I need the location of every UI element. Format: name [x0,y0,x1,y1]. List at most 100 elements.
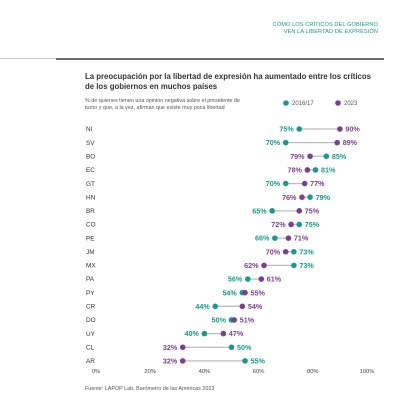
category-label: EC [86,167,95,174]
value-label-b: 89% [343,138,358,147]
dot-series-b [296,208,303,214]
legend-label-1: 2023 [344,101,358,107]
legend-marker-1 [335,100,341,106]
row-pe: PE 66% 71% [86,234,309,243]
category-label: CR [86,304,96,311]
dot-series-a [291,262,297,269]
value-label-b: 79% [290,152,305,161]
category-label: MX [86,263,96,270]
value-label-b: 78% [287,166,302,175]
category-label: DO [86,317,96,324]
row-bo: BO 79% 85% [86,152,347,161]
x-tick-label: 40% [199,369,211,375]
dot-series-a [282,180,289,187]
category-label: UY [86,331,96,338]
value-label-b: 71% [294,234,309,243]
category-label: PY [86,290,95,297]
header-line-2: VEN LA LIBERTAD DE EXPRESIÓN [283,29,378,35]
row-ar: AR 32% 55% [86,356,266,365]
dot-series-b [179,344,186,351]
row-cl: CL 32% 50% [86,343,252,352]
value-label-a: 79% [316,193,331,202]
x-tick-label: 80% [307,369,319,375]
value-label-a: 65% [252,206,267,215]
value-label-a: 54% [222,288,237,297]
value-label-a: 50% [212,316,227,325]
category-label: AR [86,358,95,365]
value-label-a: 56% [228,275,243,284]
value-label-a: 73% [299,247,314,256]
value-label-b: 47% [229,329,244,338]
value-label-a: 73% [299,261,314,270]
row-jm: JM 70% 73% [86,247,314,256]
row-cr: CR 44% 54% [86,302,263,311]
chart-subtitle: % de quienes tienen una opinión negativa… [85,98,240,111]
dot-series-a [201,330,208,337]
category-label: SV [86,140,95,147]
dot-series-a [228,344,235,351]
value-label-a: 66% [255,234,270,243]
legend-marker-0 [283,100,289,106]
legend-label-0: 2016/17 [292,101,314,107]
row-br: BR 65% 75% [86,206,320,215]
value-label-b: 75% [305,206,320,215]
value-label-b: 51% [240,316,255,325]
row-ec: EC 78% 81% [86,166,336,175]
dot-series-b [334,139,340,146]
dot-series-b [282,248,289,255]
value-label-b: 72% [271,220,286,229]
row-co: CO 72% 75% [86,220,320,229]
dot-series-b [285,235,292,241]
dot-series-b [288,221,294,228]
value-label-a: 85% [332,152,347,161]
x-tick-label: 100% [360,369,375,375]
row-gt: GT 70% 77% [86,179,325,188]
dot-series-a [212,303,219,310]
dot-series-b [179,358,186,364]
dot-series-a [282,139,289,146]
value-label-a: 50% [237,343,252,352]
value-label-b: 77% [310,179,325,188]
header-rule-light [0,58,56,59]
header-rule-dark [56,57,384,60]
report-section-header: CÓMO LOS CRÍTICOS DEL GOBIERNO VEN LA LI… [208,22,378,36]
x-tick-label: 20% [144,369,156,375]
dot-series-a [296,221,303,228]
row-sv: SV 70% 89% [86,138,358,147]
dot-series-a [323,153,330,160]
row-ni: NI 75% 90% [86,125,360,134]
row-uy: UY 40% 47% [86,329,244,338]
value-label-a: 75% [305,220,320,229]
dot-series-b [261,262,267,269]
dot-series-b [304,167,311,173]
category-label: CO [86,222,96,229]
value-label-b: 70% [266,247,281,256]
dot-series-b [242,289,248,296]
dot-series-b [299,194,305,200]
value-label-a: 70% [266,138,281,147]
dot-series-b [307,153,313,160]
category-label: GT [86,181,95,188]
chart-rows: NI 75% 90% SV 70% 89% BO 79% 85% EC 78% 81% GT 70% 77%… [86,125,360,366]
dot-series-a [242,358,248,364]
dot-series-a [272,235,278,241]
row-do: DO 50% 51% [86,316,255,325]
header-line-1: CÓMO LOS CRÍTICOS DEL GOBIERNO [272,22,378,28]
category-label: HN [86,194,96,201]
dot-series-b [220,330,227,337]
dot-series-a [307,194,313,200]
value-label-a: 40% [185,329,200,338]
chart-title: La preocupación por la libertad de expre… [85,72,371,91]
category-label: NI [86,126,93,133]
category-label: CL [86,344,95,351]
value-label-a: 55% [251,356,266,365]
value-label-a: 70% [266,179,281,188]
x-tick-label: 0% [92,369,100,375]
row-mx: MX 62% 73% [86,261,314,270]
value-label-b: 32% [163,356,178,365]
row-py: PY 54% 55% [86,288,266,297]
value-label-b: 90% [345,125,360,134]
value-label-b: 32% [163,343,178,352]
category-label: BO [86,153,95,160]
